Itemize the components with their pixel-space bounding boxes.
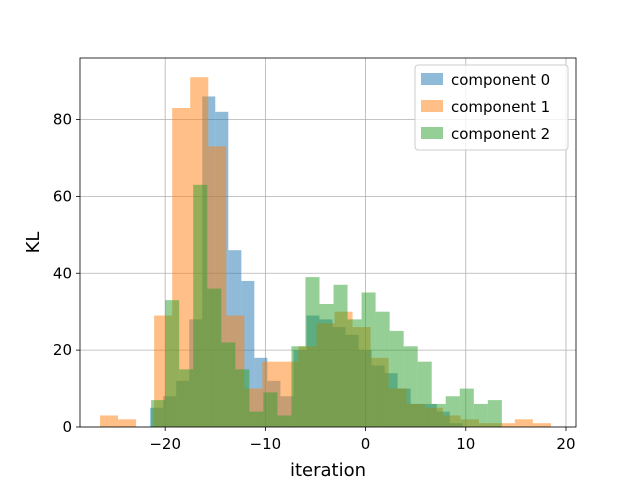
- y-axis-label: KL: [23, 232, 44, 254]
- histogram-bar: [291, 346, 306, 427]
- x-tick-label: 0: [361, 435, 371, 453]
- histogram-bar: [347, 319, 362, 427]
- histogram-bar: [221, 342, 236, 427]
- histogram-bar: [431, 403, 446, 427]
- histogram-bar: [249, 411, 264, 427]
- legend-swatch: [421, 127, 443, 139]
- x-tick-label: −20: [149, 435, 181, 453]
- y-tick-label: 40: [53, 264, 72, 282]
- histogram-bar: [403, 346, 418, 427]
- histogram-bar: [496, 423, 515, 427]
- histogram-bar: [319, 304, 334, 427]
- plot-frame: [79, 57, 577, 428]
- y-tick-label: 20: [53, 341, 72, 359]
- y-tick-label: 0: [62, 418, 72, 436]
- histogram-bar: [100, 415, 119, 427]
- histogram-bar: [277, 415, 292, 427]
- histogram-bar: [417, 361, 432, 427]
- histogram-bar: [361, 292, 376, 427]
- axis-ticks: −20 −10 0 10 20 0 20 40 60 80: [53, 111, 576, 454]
- histogram-bar: [207, 288, 222, 427]
- histogram-bar: [375, 311, 390, 427]
- histogram-bar: [151, 400, 166, 427]
- legend-label: component 0: [451, 71, 550, 89]
- histogram-bar: [389, 330, 404, 427]
- histogram-bar: [118, 419, 137, 427]
- histogram-bar: [473, 403, 488, 427]
- y-tick-label: 60: [53, 187, 72, 205]
- histogram-bar: [487, 400, 502, 427]
- x-tick-label: −10: [250, 435, 282, 453]
- histogram-bar: [305, 277, 320, 427]
- histogram-bar: [532, 423, 551, 427]
- histogram-bar: [333, 284, 348, 427]
- histogram-bar: [235, 369, 250, 427]
- legend-label: component 1: [451, 98, 550, 116]
- legend-swatch: [421, 73, 443, 85]
- histogram-bar: [193, 184, 208, 427]
- legend-swatch: [421, 100, 443, 112]
- legend-label: component 2: [451, 125, 550, 143]
- histogram-bar: [165, 300, 180, 427]
- legend-box: [414, 64, 569, 151]
- legend: component 0 component 1 component 2: [414, 64, 569, 151]
- y-tick-label: 80: [53, 111, 72, 129]
- histogram-bar: [514, 419, 533, 427]
- x-tick-label: 10: [456, 435, 475, 453]
- x-tick-label: 20: [556, 435, 575, 453]
- histogram-bar: [179, 369, 194, 427]
- histogram-bar: [459, 388, 474, 427]
- bars: [100, 77, 551, 427]
- series-2-bars: [151, 184, 502, 427]
- histogram-bar: [263, 392, 278, 427]
- x-axis-label: iteration: [290, 460, 366, 480]
- histogram-bar: [445, 396, 460, 427]
